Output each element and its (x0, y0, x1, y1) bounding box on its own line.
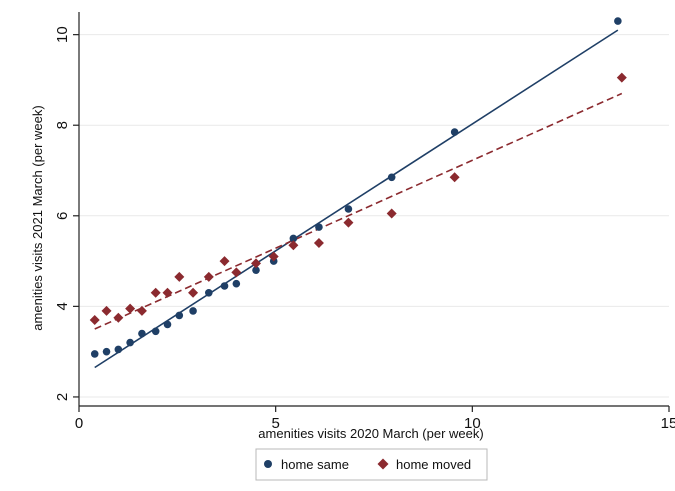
legend-label-home-same: home same (281, 457, 349, 472)
legend-marker-home-moved (377, 458, 389, 470)
point-series-0-3 (126, 338, 134, 347)
y-tick-label-4: 4 (54, 302, 71, 310)
point-series-0-5 (151, 327, 160, 336)
fit-line-series-0 (94, 29, 619, 369)
point-series-0-7 (175, 311, 184, 320)
point-series-0-17 (387, 173, 396, 182)
point-series-0-15 (315, 223, 323, 231)
y-tick-label-6: 6 (54, 212, 71, 220)
point-series-1-1 (101, 305, 112, 316)
point-series-0-6 (163, 320, 172, 329)
x-tick-label-5: 5 (271, 415, 279, 432)
point-series-1-11 (231, 267, 242, 278)
point-series-0-12 (252, 266, 260, 274)
point-series-1-8 (188, 287, 199, 298)
point-series-0-19 (614, 17, 622, 25)
x-tick-label-0: 0 (75, 415, 83, 432)
point-series-0-0 (90, 350, 99, 358)
point-series-0-10 (220, 282, 229, 290)
point-series-1-17 (386, 208, 397, 219)
point-series-1-4 (136, 305, 147, 316)
axes-layer: 0 5 10 15 2 4 6 8 10 (54, 12, 675, 432)
point-series-1-19 (616, 72, 627, 83)
point-series-1-18 (449, 172, 460, 183)
y-axis-title: amenities visits 2021 March (per week) (30, 105, 45, 330)
x-axis-title: amenities visits 2020 March (per week) (258, 426, 483, 441)
y-tick-label-2: 2 (54, 393, 71, 401)
point-series-0-9 (205, 288, 213, 297)
point-series-0-8 (189, 307, 197, 315)
legend: home same home moved (255, 448, 488, 481)
point-series-1-2 (113, 312, 124, 323)
point-series-0-4 (138, 329, 146, 338)
points-layer (89, 17, 627, 358)
point-series-1-5 (150, 287, 161, 298)
point-series-0-2 (114, 345, 123, 354)
legend-label-home-moved: home moved (396, 457, 471, 472)
grid-layer (79, 34, 669, 398)
point-series-1-14 (288, 240, 299, 251)
y-tick-label-10: 10 (54, 26, 71, 43)
point-series-1-16 (343, 217, 354, 228)
x-tick-label-15: 15 (661, 415, 675, 432)
legend-box (255, 448, 488, 481)
point-series-1-0 (89, 314, 100, 325)
y-tick-label-8: 8 (54, 121, 71, 129)
point-series-1-3 (125, 303, 136, 314)
point-series-1-9 (203, 271, 214, 282)
point-series-1-10 (219, 256, 230, 267)
point-series-0-16 (344, 205, 353, 213)
point-series-1-13 (268, 251, 279, 262)
fit-line-series-1 (94, 92, 623, 330)
legend-marker-home-same (264, 460, 272, 468)
point-series-1-7 (174, 271, 185, 282)
point-series-0-18 (450, 128, 459, 136)
point-series-1-15 (313, 237, 324, 248)
point-series-1-6 (162, 287, 173, 298)
fit-lines-layer (94, 29, 623, 369)
point-series-0-14 (289, 234, 298, 243)
point-series-0-1 (102, 347, 111, 356)
point-series-1-12 (251, 258, 261, 269)
x-tick-label-10: 10 (464, 415, 481, 432)
point-series-0-11 (232, 279, 241, 288)
